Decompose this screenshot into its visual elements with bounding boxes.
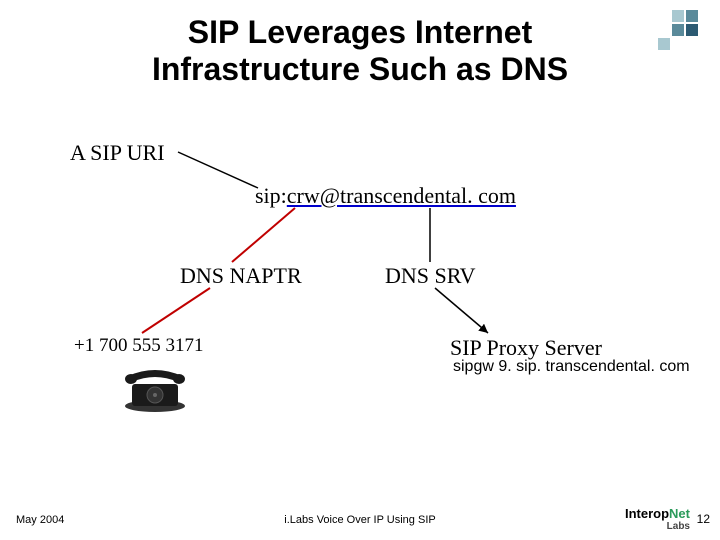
sip-uri-address: crw@transcendental. com	[287, 183, 516, 208]
footer-page: 12	[697, 512, 710, 526]
phone-number: +1 700 555 3171	[74, 335, 203, 357]
dns-srv-label: DNS SRV	[385, 263, 476, 289]
phone-icon	[120, 358, 190, 418]
slide-title: SIP Leverages Internet Infrastructure Su…	[0, 0, 720, 88]
interop-labs: Labs	[625, 521, 690, 532]
sip-uri-value: sip:crw@transcendental. com	[255, 183, 516, 209]
interop-logo: InteropNet Labs	[625, 506, 690, 532]
interop-net: Net	[669, 506, 690, 521]
interop-text: Interop	[625, 506, 669, 521]
footer-title: i.Labs Voice Over IP Using SIP	[284, 514, 435, 526]
sip-proxy-host: sipgw 9. sip. transcendental. com	[453, 358, 690, 376]
corner-logo	[658, 10, 702, 59]
title-line1: SIP Leverages Internet	[0, 14, 720, 51]
sip-uri-label: A SIP URI	[70, 140, 165, 166]
title-line2: Infrastructure Such as DNS	[0, 51, 720, 88]
sip-uri-scheme: sip:	[255, 183, 287, 208]
footer-date: May 2004	[16, 514, 64, 526]
corner-logo-svg	[658, 10, 702, 54]
dns-naptr-label: DNS NAPTR	[180, 263, 302, 289]
